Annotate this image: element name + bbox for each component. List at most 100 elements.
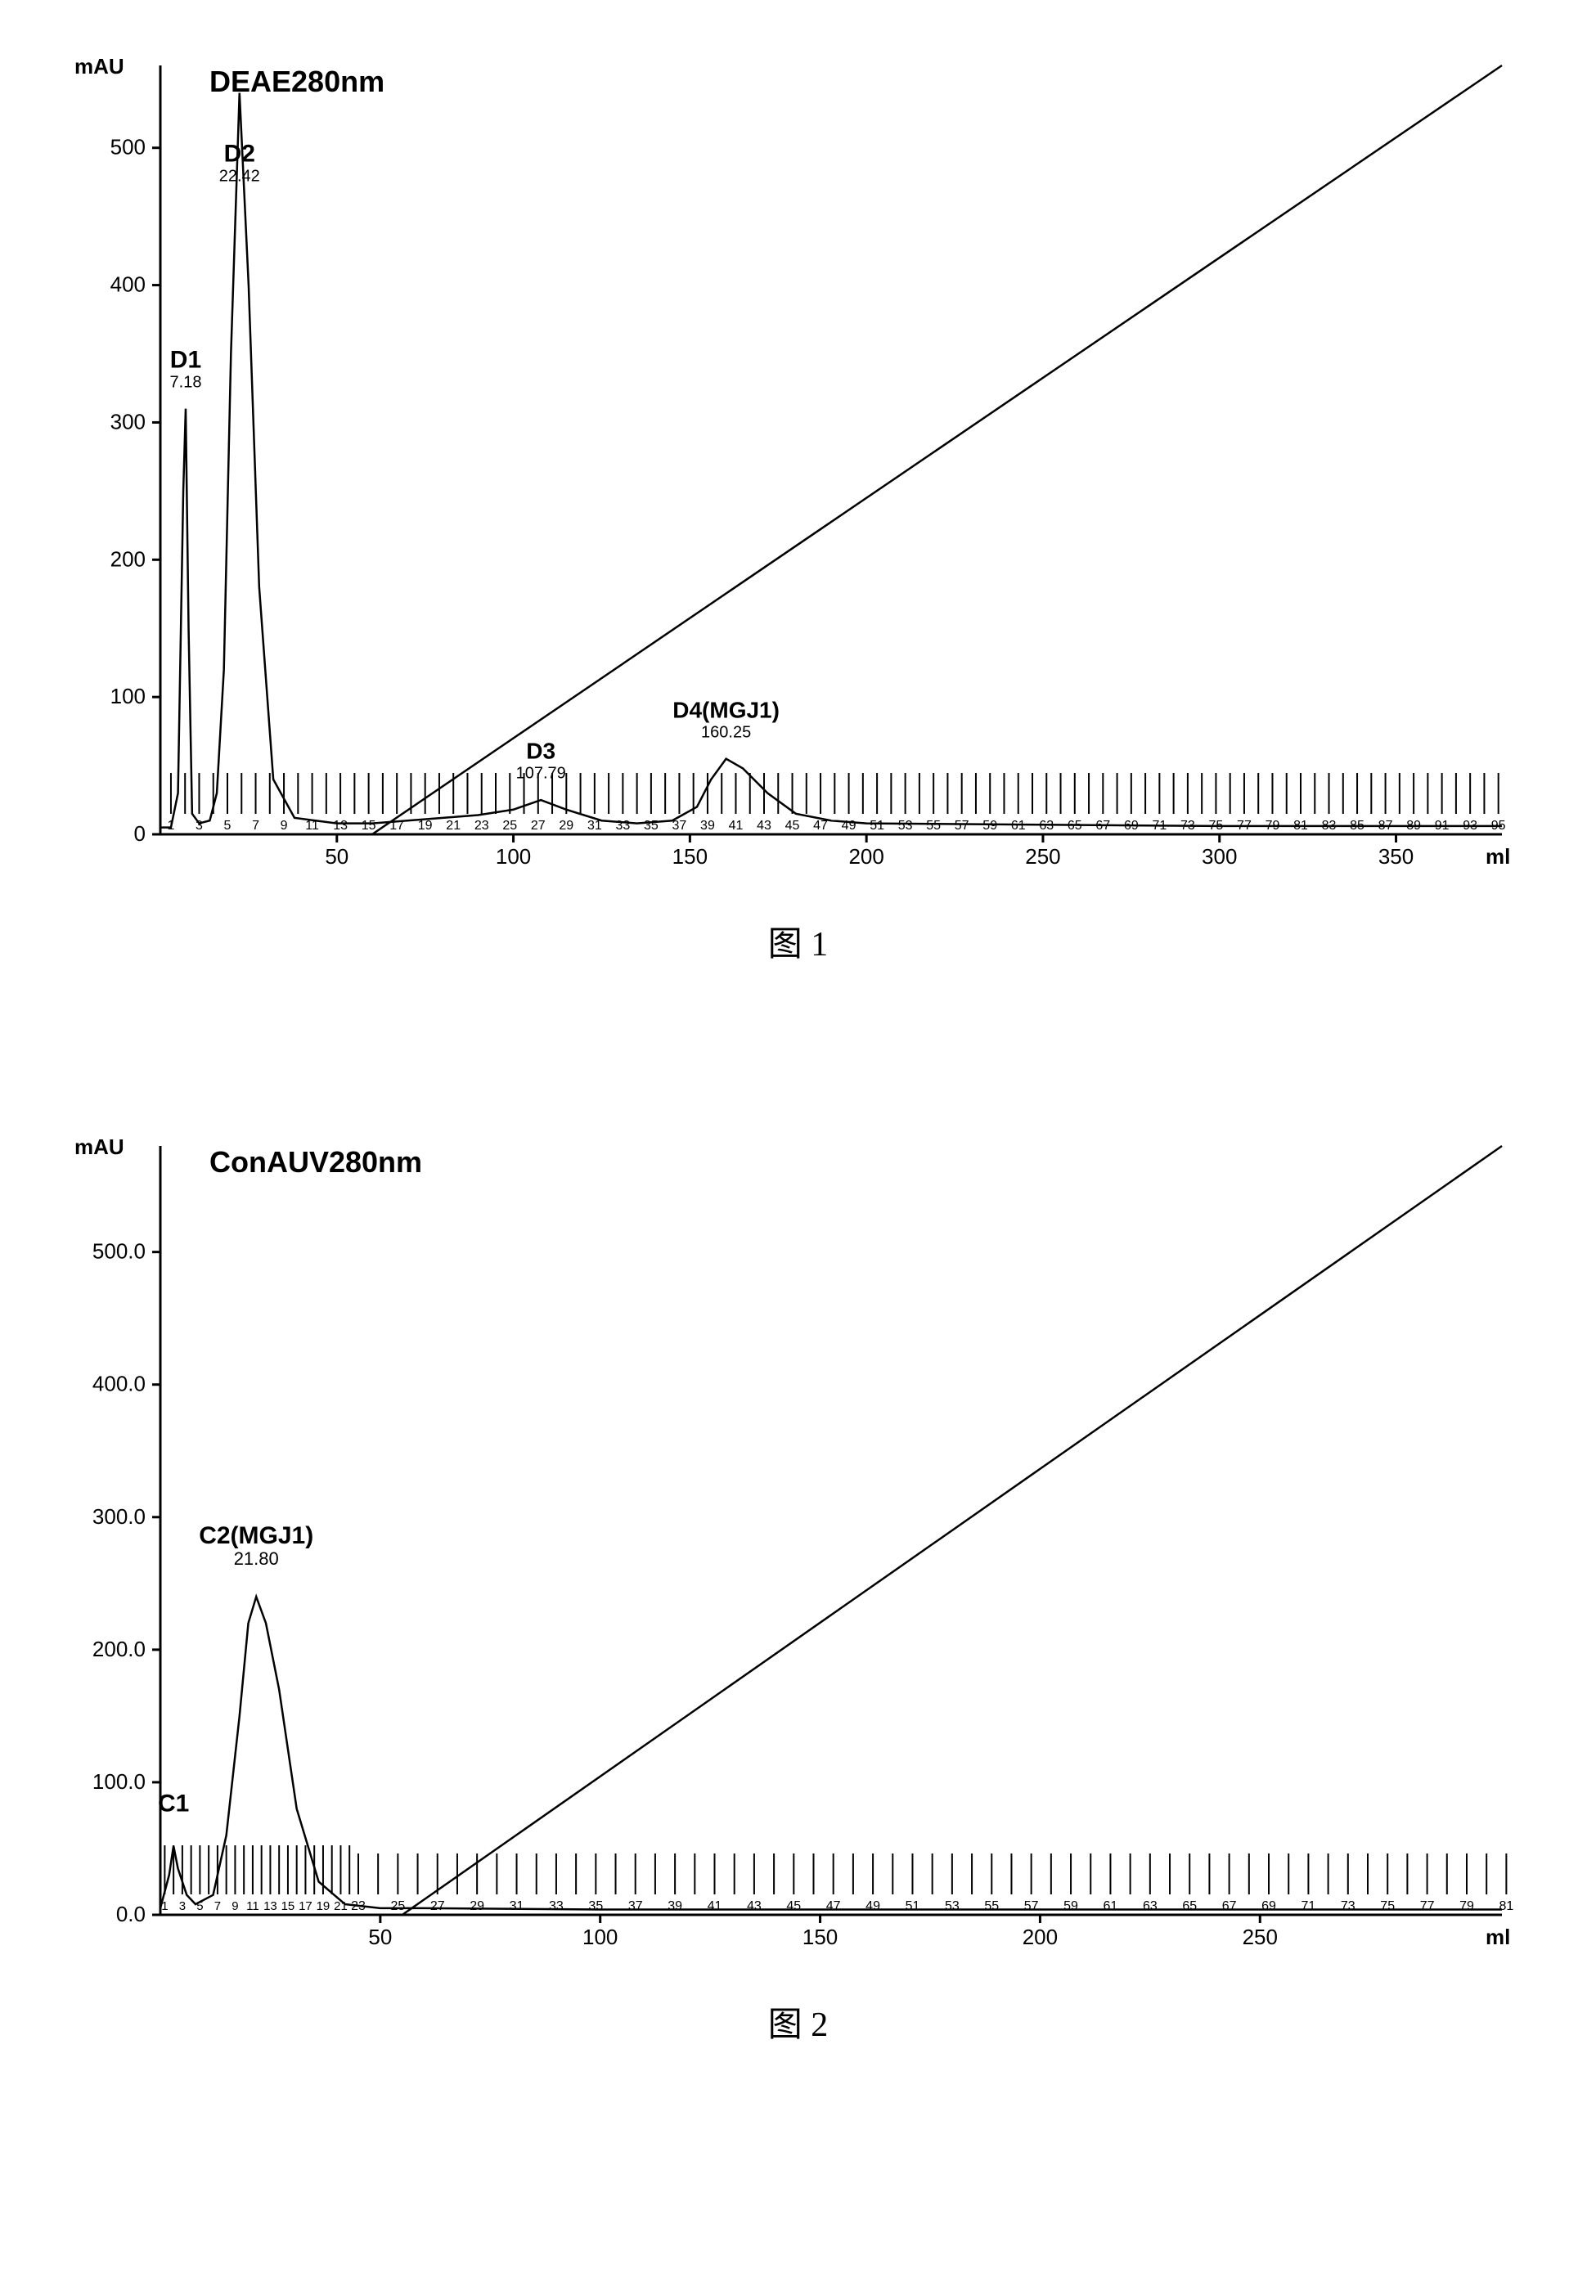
fraction-label: 25 [390, 1899, 405, 1913]
fraction-label: 43 [757, 819, 771, 833]
x-tick-label: 250 [1025, 844, 1060, 869]
peak-label: C1 [157, 1791, 188, 1817]
chart-title: ConAUV280nm [209, 1145, 422, 1179]
y-tick-label: 400.0 [92, 1372, 145, 1396]
chart2-svg: 0.0100.0200.0300.0400.0500.0mAU501001502… [62, 1113, 1535, 1972]
fraction-label: 25 [502, 819, 517, 833]
gradient-line [371, 65, 1501, 834]
peak-value: 107.79 [515, 765, 565, 783]
chart-title: DEAE280nm [209, 65, 384, 98]
y-tick-label: 200.0 [92, 1637, 145, 1661]
fraction-label: 9 [232, 1899, 238, 1913]
y-tick-label: 300.0 [92, 1504, 145, 1529]
x-tick-label: 250 [1242, 1925, 1277, 1949]
fraction-label: 39 [668, 1899, 682, 1913]
fraction-label: 51 [870, 819, 884, 833]
x-tick-label: 200 [1022, 1925, 1057, 1949]
x-tick-label: 100 [582, 1925, 618, 1949]
fraction-label: 73 [1340, 1899, 1355, 1913]
chromatogram-line [160, 1597, 1502, 1909]
fraction-label: 35 [588, 1899, 603, 1913]
fraction-label: 45 [786, 1899, 801, 1913]
gradient-line [402, 1146, 1501, 1915]
fraction-label: 7 [252, 819, 259, 833]
fraction-label: 29 [470, 1899, 484, 1913]
chart1-container: 0100200300400500mAU50100150200250300350m… [33, 33, 1563, 966]
peak-value: 22.42 [218, 168, 259, 186]
fraction-label: 37 [627, 1899, 642, 1913]
y-tick-label: 0.0 [115, 1902, 145, 1926]
fraction-label: 53 [944, 1899, 959, 1913]
fraction-label: 31 [509, 1899, 524, 1913]
y-tick-label: 100.0 [92, 1769, 145, 1794]
fraction-label: 23 [474, 819, 488, 833]
fraction-label: 59 [982, 819, 997, 833]
fraction-label: 67 [1221, 1899, 1236, 1913]
fraction-label: 65 [1182, 1899, 1197, 1913]
fraction-label: 37 [672, 819, 686, 833]
chart2-container: 0.0100.0200.0300.0400.0500.0mAU501001502… [33, 1113, 1563, 2047]
fraction-label: 41 [707, 1899, 722, 1913]
chart1-svg: 0100200300400500mAU50100150200250300350m… [62, 33, 1535, 892]
fraction-label: 77 [1419, 1899, 1434, 1913]
x-tick-label: 350 [1378, 844, 1413, 869]
fraction-label: 49 [865, 1899, 880, 1913]
fraction-label: 47 [813, 819, 828, 833]
chart2-caption: 图 2 [33, 1997, 1563, 2047]
fraction-label: 15 [361, 819, 375, 833]
fraction-label: 19 [316, 1899, 330, 1913]
fraction-label: 75 [1380, 1899, 1395, 1913]
fraction-label: 41 [728, 819, 743, 833]
x-axis-label: ml [1486, 844, 1510, 869]
fraction-label: 9 [280, 819, 287, 833]
peak-value: 7.18 [169, 373, 201, 391]
fraction-label: 61 [1103, 1899, 1117, 1913]
fraction-label: 13 [263, 1899, 277, 1913]
fraction-label: 57 [1023, 1899, 1038, 1913]
peak-label: C2(MGJ1) [199, 1522, 313, 1549]
chart1-caption: 图 1 [33, 916, 1563, 966]
fraction-label: 79 [1459, 1899, 1474, 1913]
x-tick-label: 200 [848, 844, 883, 869]
peak-value: 21.80 [233, 1548, 278, 1569]
x-tick-label: 150 [802, 1925, 837, 1949]
y-tick-label: 100 [110, 684, 145, 708]
fraction-label: 51 [905, 1899, 919, 1913]
fraction-label: 27 [429, 1899, 444, 1913]
fraction-label: 53 [897, 819, 912, 833]
y-tick-label: 400 [110, 272, 145, 297]
y-tick-label: 300 [110, 409, 145, 434]
peak-label: D4(MGJ1) [672, 697, 780, 722]
fraction-label: 59 [1063, 1899, 1078, 1913]
x-tick-label: 50 [325, 844, 348, 869]
x-axis-label: ml [1486, 1925, 1510, 1949]
fraction-label: 61 [1010, 819, 1025, 833]
fraction-label: 21 [446, 819, 461, 833]
fraction-label: 29 [559, 819, 573, 833]
fraction-label: 11 [246, 1899, 259, 1913]
fraction-label: 13 [333, 819, 348, 833]
y-tick-label: 500 [110, 135, 145, 160]
fraction-label: 3 [178, 1899, 185, 1913]
fraction-label: 19 [417, 819, 432, 833]
fraction-label: 15 [281, 1899, 294, 1913]
fraction-label: 27 [530, 819, 545, 833]
fraction-label: 47 [825, 1899, 840, 1913]
peak-label: D1 [169, 346, 200, 373]
fraction-label: 55 [926, 819, 941, 833]
y-tick-label: 0 [133, 821, 145, 846]
fraction-label: 17 [299, 1899, 312, 1913]
fraction-label: 57 [954, 819, 969, 833]
peak-label: D2 [223, 141, 254, 168]
y-tick-label: 500.0 [92, 1239, 145, 1264]
fraction-label: 71 [1301, 1899, 1315, 1913]
fraction-label: 81 [1499, 1899, 1513, 1913]
peak-value: 160.25 [701, 723, 751, 741]
fraction-label: 33 [549, 1899, 564, 1913]
x-tick-label: 150 [672, 844, 707, 869]
fraction-label: 69 [1261, 1899, 1276, 1913]
fraction-label: 55 [984, 1899, 999, 1913]
peak-label: D3 [526, 739, 555, 764]
x-tick-label: 50 [368, 1925, 392, 1949]
y-tick-label: 200 [110, 546, 145, 571]
